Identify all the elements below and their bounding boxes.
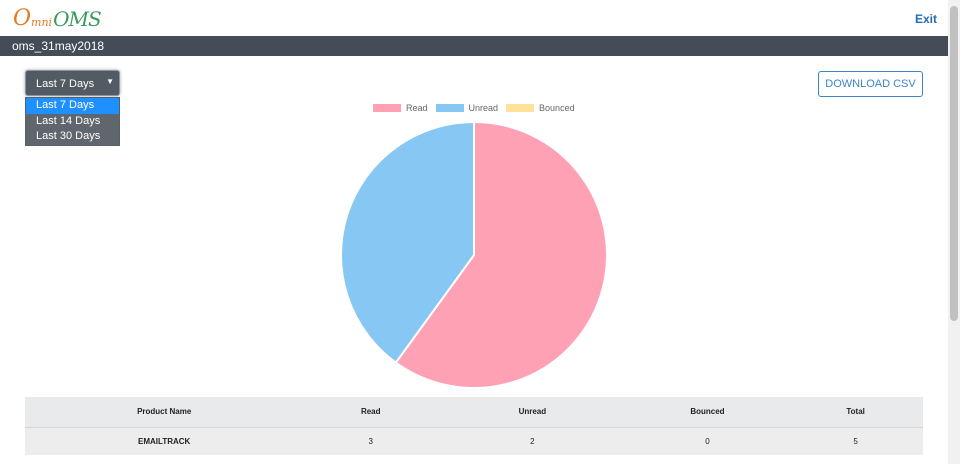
legend-label-bounced: Bounced bbox=[539, 103, 575, 113]
column-header-read: Read bbox=[360, 407, 381, 417]
option-last-7-days[interactable]: Last 7 Days bbox=[26, 98, 119, 114]
download-csv-button[interactable]: DOWNLOAD CSV bbox=[818, 71, 923, 97]
legend-swatch-read bbox=[373, 104, 401, 112]
app-header: O mni OMS Exit bbox=[0, 0, 948, 37]
project-title: oms_31may2018 bbox=[12, 39, 105, 53]
caret-down-icon: ▼ bbox=[106, 77, 114, 86]
pie-slice-read[interactable] bbox=[394, 121, 608, 389]
option-last-14-days[interactable]: Last 14 Days bbox=[36, 114, 101, 127]
table-row: EMAILTRACK 3 2 0 5 bbox=[25, 426, 923, 455]
status-pie-chart bbox=[340, 121, 608, 389]
cell-read: 3 bbox=[303, 426, 439, 455]
legend-label-unread: Unread bbox=[468, 103, 499, 113]
column-header-product-name: Product Name bbox=[137, 407, 192, 417]
cell-product-name: EMAILTRACK bbox=[25, 426, 304, 455]
cell-unread: 2 bbox=[438, 426, 627, 455]
scrollbar-thumb[interactable] bbox=[950, 6, 958, 321]
table-header-row: Product Name Read Unread Bounced Total bbox=[25, 397, 923, 427]
legend-item-bounced[interactable]: Bounced bbox=[506, 103, 575, 113]
column-header-bounced: Bounced bbox=[690, 407, 725, 417]
chart-legend: Read Unread Bounced bbox=[373, 102, 583, 114]
omnioms-logo: O mni OMS bbox=[13, 6, 102, 31]
date-range-select[interactable]: Last 7 Days ▼ bbox=[25, 70, 120, 96]
column-header-unread: Unread bbox=[518, 407, 547, 417]
legend-item-unread[interactable]: Unread bbox=[435, 103, 499, 113]
pie-slice-unread[interactable] bbox=[340, 121, 475, 364]
project-bar: oms_31may2018 bbox=[0, 36, 948, 56]
legend-swatch-bounced bbox=[506, 104, 535, 112]
summary-table: Product Name Read Unread Bounced Total E… bbox=[25, 397, 923, 455]
option-last-30-days[interactable]: Last 30 Days bbox=[36, 130, 101, 142]
exit-link[interactable]: Exit bbox=[914, 12, 937, 26]
column-header-total: Total bbox=[846, 407, 865, 417]
legend-swatch-unread bbox=[435, 104, 464, 112]
cell-bounced: 0 bbox=[626, 426, 789, 455]
cell-total: 5 bbox=[788, 426, 923, 455]
legend-item-read[interactable]: Read bbox=[373, 103, 428, 113]
legend-label-read: Read bbox=[406, 103, 428, 113]
date-range-value: Last 7 Days bbox=[36, 78, 95, 90]
page-scrollbar[interactable] bbox=[948, 0, 960, 464]
date-range-dropdown: Last 7 Days Last 14 Days Last 30 Days bbox=[25, 97, 120, 146]
